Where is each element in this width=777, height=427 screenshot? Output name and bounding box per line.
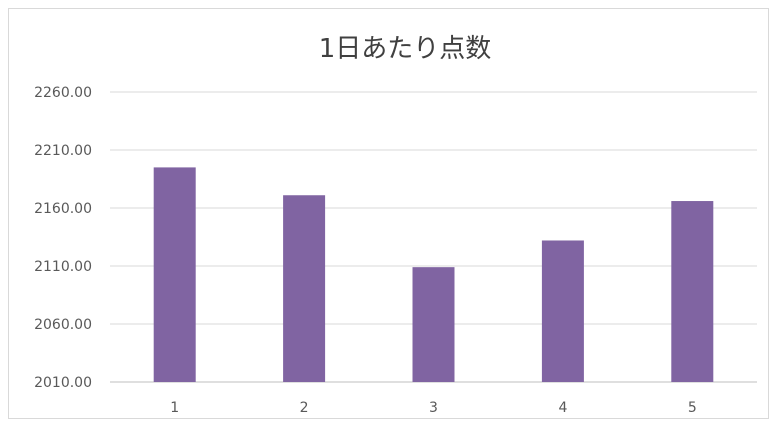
x-tick-label: 3 [429,400,438,416]
x-tick-label: 5 [688,400,697,416]
y-tick-label: 2160.00 [34,201,92,217]
y-tick-label: 2210.00 [34,143,92,159]
bar-3 [412,267,455,382]
chart-frame [8,8,769,419]
bar-5 [671,201,714,382]
gridlines [110,91,757,383]
y-tick-label: 2110.00 [34,259,92,275]
y-axis-ticks: 2010.00 2060.00 2110.00 2160.00 2210.00 2260.… [34,85,92,391]
y-tick-label: 2010.00 [34,375,92,391]
x-axis-ticks: 1 2 3 4 5 [170,400,697,416]
x-tick-label: 1 [170,400,179,416]
bars [153,167,714,382]
x-tick-label: 4 [558,400,567,416]
y-tick-label: 2260.00 [34,85,92,101]
bar-1 [153,167,196,382]
bar-2 [283,195,326,382]
bar-4 [541,240,584,382]
y-tick-label: 2060.00 [34,317,92,333]
chart-title: 1日あたり点数 [319,34,492,64]
x-tick-label: 2 [300,400,309,416]
